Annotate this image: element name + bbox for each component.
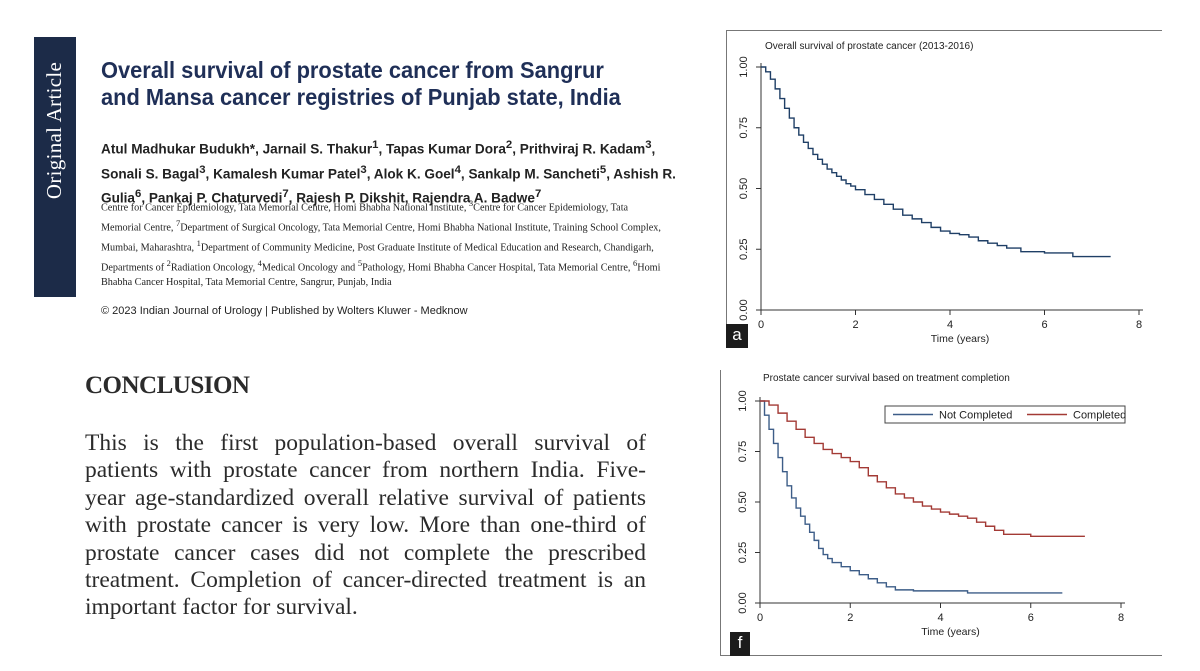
section-label: Original Article [42,61,67,199]
conclusion-heading: CONCLUSION [85,372,250,399]
x-tick-label: 0 [758,319,764,331]
x-tick-label: 4 [937,612,943,624]
chart-title: Overall survival of prostate cancer (201… [765,41,973,52]
legend-box [884,405,1126,424]
y-tick-label: 0.50 [737,491,749,512]
y-tick-label: 0.00 [737,592,749,613]
article-title: Overall survival of prostate cancer from… [101,57,621,110]
copyright-line: © 2023 Indian Journal of Urology | Publi… [101,305,468,317]
author-list: Atul Madhukar Budukh*, Jarnail S. Thakur… [101,139,676,206]
overall-survival-chart: Overall survival of prostate cancer (201… [738,41,1143,345]
x-tick-label: 6 [1028,612,1034,624]
panel-f-border [720,655,1162,656]
y-tick-label: 0.25 [738,239,750,260]
chart-title: Prostate cancer survival based on treatm… [763,373,1010,384]
x-axis-label: Time (years) [921,626,980,638]
y-tick-label: 0.75 [737,441,749,462]
series-line-completed [760,400,1085,538]
conclusion-body: This is the first population-based overa… [85,430,646,621]
treatment-survival-chart: Prostate cancer survival based on treatm… [737,373,1126,638]
y-tick-label: 0.25 [737,542,749,563]
legend-label: Not Completed [939,410,1012,422]
series-line [761,66,1111,258]
x-axis-label: Time (years) [931,333,990,345]
chart-panel-a: Overall survival of prostate cancer (201… [726,30,1162,348]
x-tick-label: 0 [757,612,763,624]
x-tick-label: 2 [852,319,858,331]
x-tick-label: 4 [947,319,953,331]
series-line-not-completed [760,400,1063,594]
y-tick-label: 0.75 [738,117,750,138]
panel-label-a: a [726,324,748,348]
panel-label-f: f [730,632,750,656]
x-tick-label: 2 [847,612,853,624]
x-tick-label: 6 [1041,319,1047,331]
affiliations: Centre for Cancer Epidemiology, Tata Mem… [101,198,661,292]
chart-panel-f: Prostate cancer survival based on treatm… [720,370,1162,656]
legend-label: Completed [1073,410,1126,422]
section-band [34,37,76,297]
y-tick-label: 0.00 [738,299,750,320]
x-tick-label: 8 [1136,319,1142,331]
y-tick-label: 1.00 [737,390,749,411]
y-tick-label: 1.00 [738,56,750,77]
x-tick-label: 8 [1118,612,1124,624]
y-tick-label: 0.50 [738,178,750,199]
